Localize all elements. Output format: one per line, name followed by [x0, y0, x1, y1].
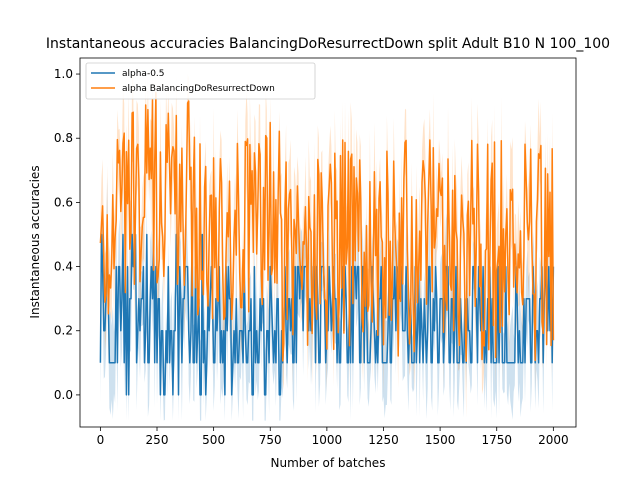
y-tick-label: 0.8 [54, 131, 73, 145]
x-tick-label: 1000 [312, 433, 343, 447]
x-tick-label: 0 [97, 433, 105, 447]
x-tick-label: 1750 [481, 433, 512, 447]
legend: alpha-0.5 alpha BalancingDoResurrectDown [85, 62, 316, 100]
y-tick-label: 0.0 [54, 388, 73, 402]
y-tick-label: 1.0 [54, 67, 73, 81]
x-tick-label: 750 [259, 433, 282, 447]
series-lines [99, 91, 555, 396]
legend-label-alpha-balancing: alpha BalancingDoResurrectDown [122, 84, 275, 94]
plot-frame [79, 57, 577, 428]
y-axis: 0.0 0.2 0.4 0.6 0.8 1.0 [54, 67, 80, 402]
legend-label-alpha-0-5: alpha-0.5 [122, 69, 165, 79]
x-tick-label: 500 [202, 433, 225, 447]
chart-title: Instantaneous accuracies BalancingDoResu… [46, 36, 610, 52]
legend-box [85, 62, 316, 100]
x-tick-label: 250 [146, 433, 169, 447]
y-tick-label: 0.2 [54, 324, 73, 338]
y-axis-label: Instantaneous accuracies [28, 165, 42, 318]
y-tick-label: 0.4 [54, 260, 73, 274]
x-tick-label: 1500 [425, 433, 456, 447]
x-axis: 0 250 500 750 1000 1250 1500 1750 2000 [97, 427, 569, 447]
x-axis-label: Number of batches [271, 456, 386, 470]
series-line-1 [99, 91, 555, 362]
y-tick-label: 0.6 [54, 195, 73, 209]
x-tick-label: 2000 [538, 433, 569, 447]
plot-area [79, 57, 577, 428]
x-tick-label: 1250 [368, 433, 399, 447]
